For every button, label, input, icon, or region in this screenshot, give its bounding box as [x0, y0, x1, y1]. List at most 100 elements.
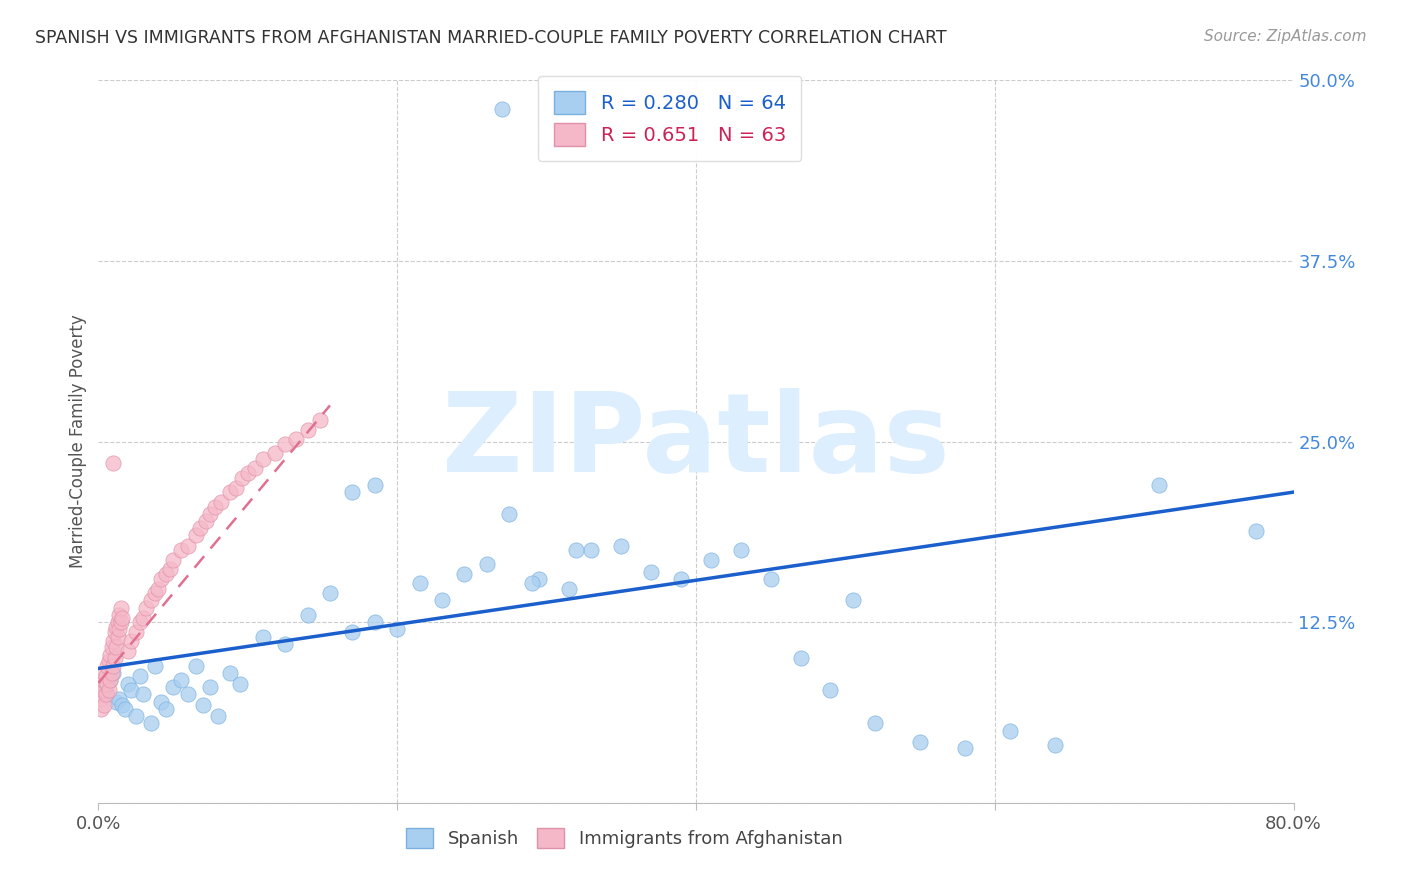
Point [105, 619, 128, 633]
Point [108, 623, 131, 637]
Point [364, 615, 387, 630]
Point [558, 582, 581, 596]
Y-axis label: Married-Couple Family Poverty: Married-Couple Family Poverty [69, 315, 87, 568]
Point [998, 723, 1021, 738]
Point [231, 470, 253, 484]
Point [90, 680, 112, 694]
Point [96, 658, 118, 673]
Point [110, 600, 132, 615]
Point [820, 683, 842, 698]
Point [297, 607, 319, 622]
Point [108, 607, 131, 622]
Point [308, 413, 330, 427]
Point [111, 611, 134, 625]
Point [865, 716, 887, 731]
Point [274, 637, 297, 651]
Point [135, 600, 157, 615]
Point [132, 687, 155, 701]
Point [245, 460, 267, 475]
Point [93, 680, 115, 694]
Point [110, 615, 132, 630]
Text: Source: ZipAtlas.com: Source: ZipAtlas.com [1204, 29, 1367, 44]
Point [229, 677, 252, 691]
Point [94, 687, 117, 701]
Point [177, 687, 200, 701]
Point [200, 507, 222, 521]
Point [129, 615, 152, 630]
Point [408, 576, 430, 591]
Point [139, 593, 162, 607]
Point [117, 677, 139, 691]
Point [191, 698, 214, 712]
Point [91, 673, 114, 687]
Point [319, 586, 342, 600]
Point [103, 634, 125, 648]
Point [1147, 478, 1170, 492]
Point [284, 432, 307, 446]
Point [93, 665, 115, 680]
Point [120, 683, 142, 698]
Point [225, 481, 247, 495]
Point [1043, 738, 1066, 752]
Point [195, 514, 218, 528]
Point [498, 507, 520, 521]
Point [453, 567, 475, 582]
Point [1244, 524, 1267, 538]
Point [385, 623, 409, 637]
Point [297, 423, 319, 437]
Point [184, 528, 207, 542]
Point [274, 437, 297, 451]
Point [252, 451, 274, 466]
Point [93, 698, 115, 712]
Point [204, 500, 226, 514]
Point [475, 558, 498, 572]
Point [105, 640, 128, 654]
Point [105, 695, 128, 709]
Point [90, 702, 112, 716]
Point [108, 691, 131, 706]
Point [98, 673, 122, 687]
Point [640, 565, 662, 579]
Point [177, 539, 200, 553]
Point [200, 680, 222, 694]
Point [129, 668, 152, 682]
Point [89, 691, 111, 706]
Point [219, 665, 242, 680]
Point [430, 593, 453, 607]
Point [236, 467, 259, 481]
Point [842, 593, 865, 607]
Point [610, 539, 633, 553]
Point [143, 658, 166, 673]
Point [132, 611, 155, 625]
Point [91, 683, 114, 698]
Point [669, 572, 692, 586]
Point [150, 572, 173, 586]
Point [98, 648, 122, 663]
Point [789, 651, 811, 665]
Point [155, 567, 177, 582]
Point [162, 553, 184, 567]
Point [700, 553, 723, 567]
Point [219, 485, 242, 500]
Point [342, 485, 364, 500]
Point [120, 634, 142, 648]
Point [107, 630, 129, 644]
Point [103, 456, 125, 470]
Point [527, 572, 550, 586]
Point [98, 673, 122, 687]
Point [103, 658, 125, 673]
Point [139, 716, 162, 731]
Point [520, 576, 543, 591]
Point [209, 495, 232, 509]
Point [252, 630, 274, 644]
Point [96, 687, 118, 701]
Point [565, 542, 588, 557]
Point [117, 644, 139, 658]
Point [97, 654, 120, 668]
Point [169, 673, 191, 687]
Point [491, 102, 513, 116]
Point [155, 702, 177, 716]
Point [263, 446, 285, 460]
Point [148, 582, 170, 596]
Text: ZIPatlas: ZIPatlas [441, 388, 950, 495]
